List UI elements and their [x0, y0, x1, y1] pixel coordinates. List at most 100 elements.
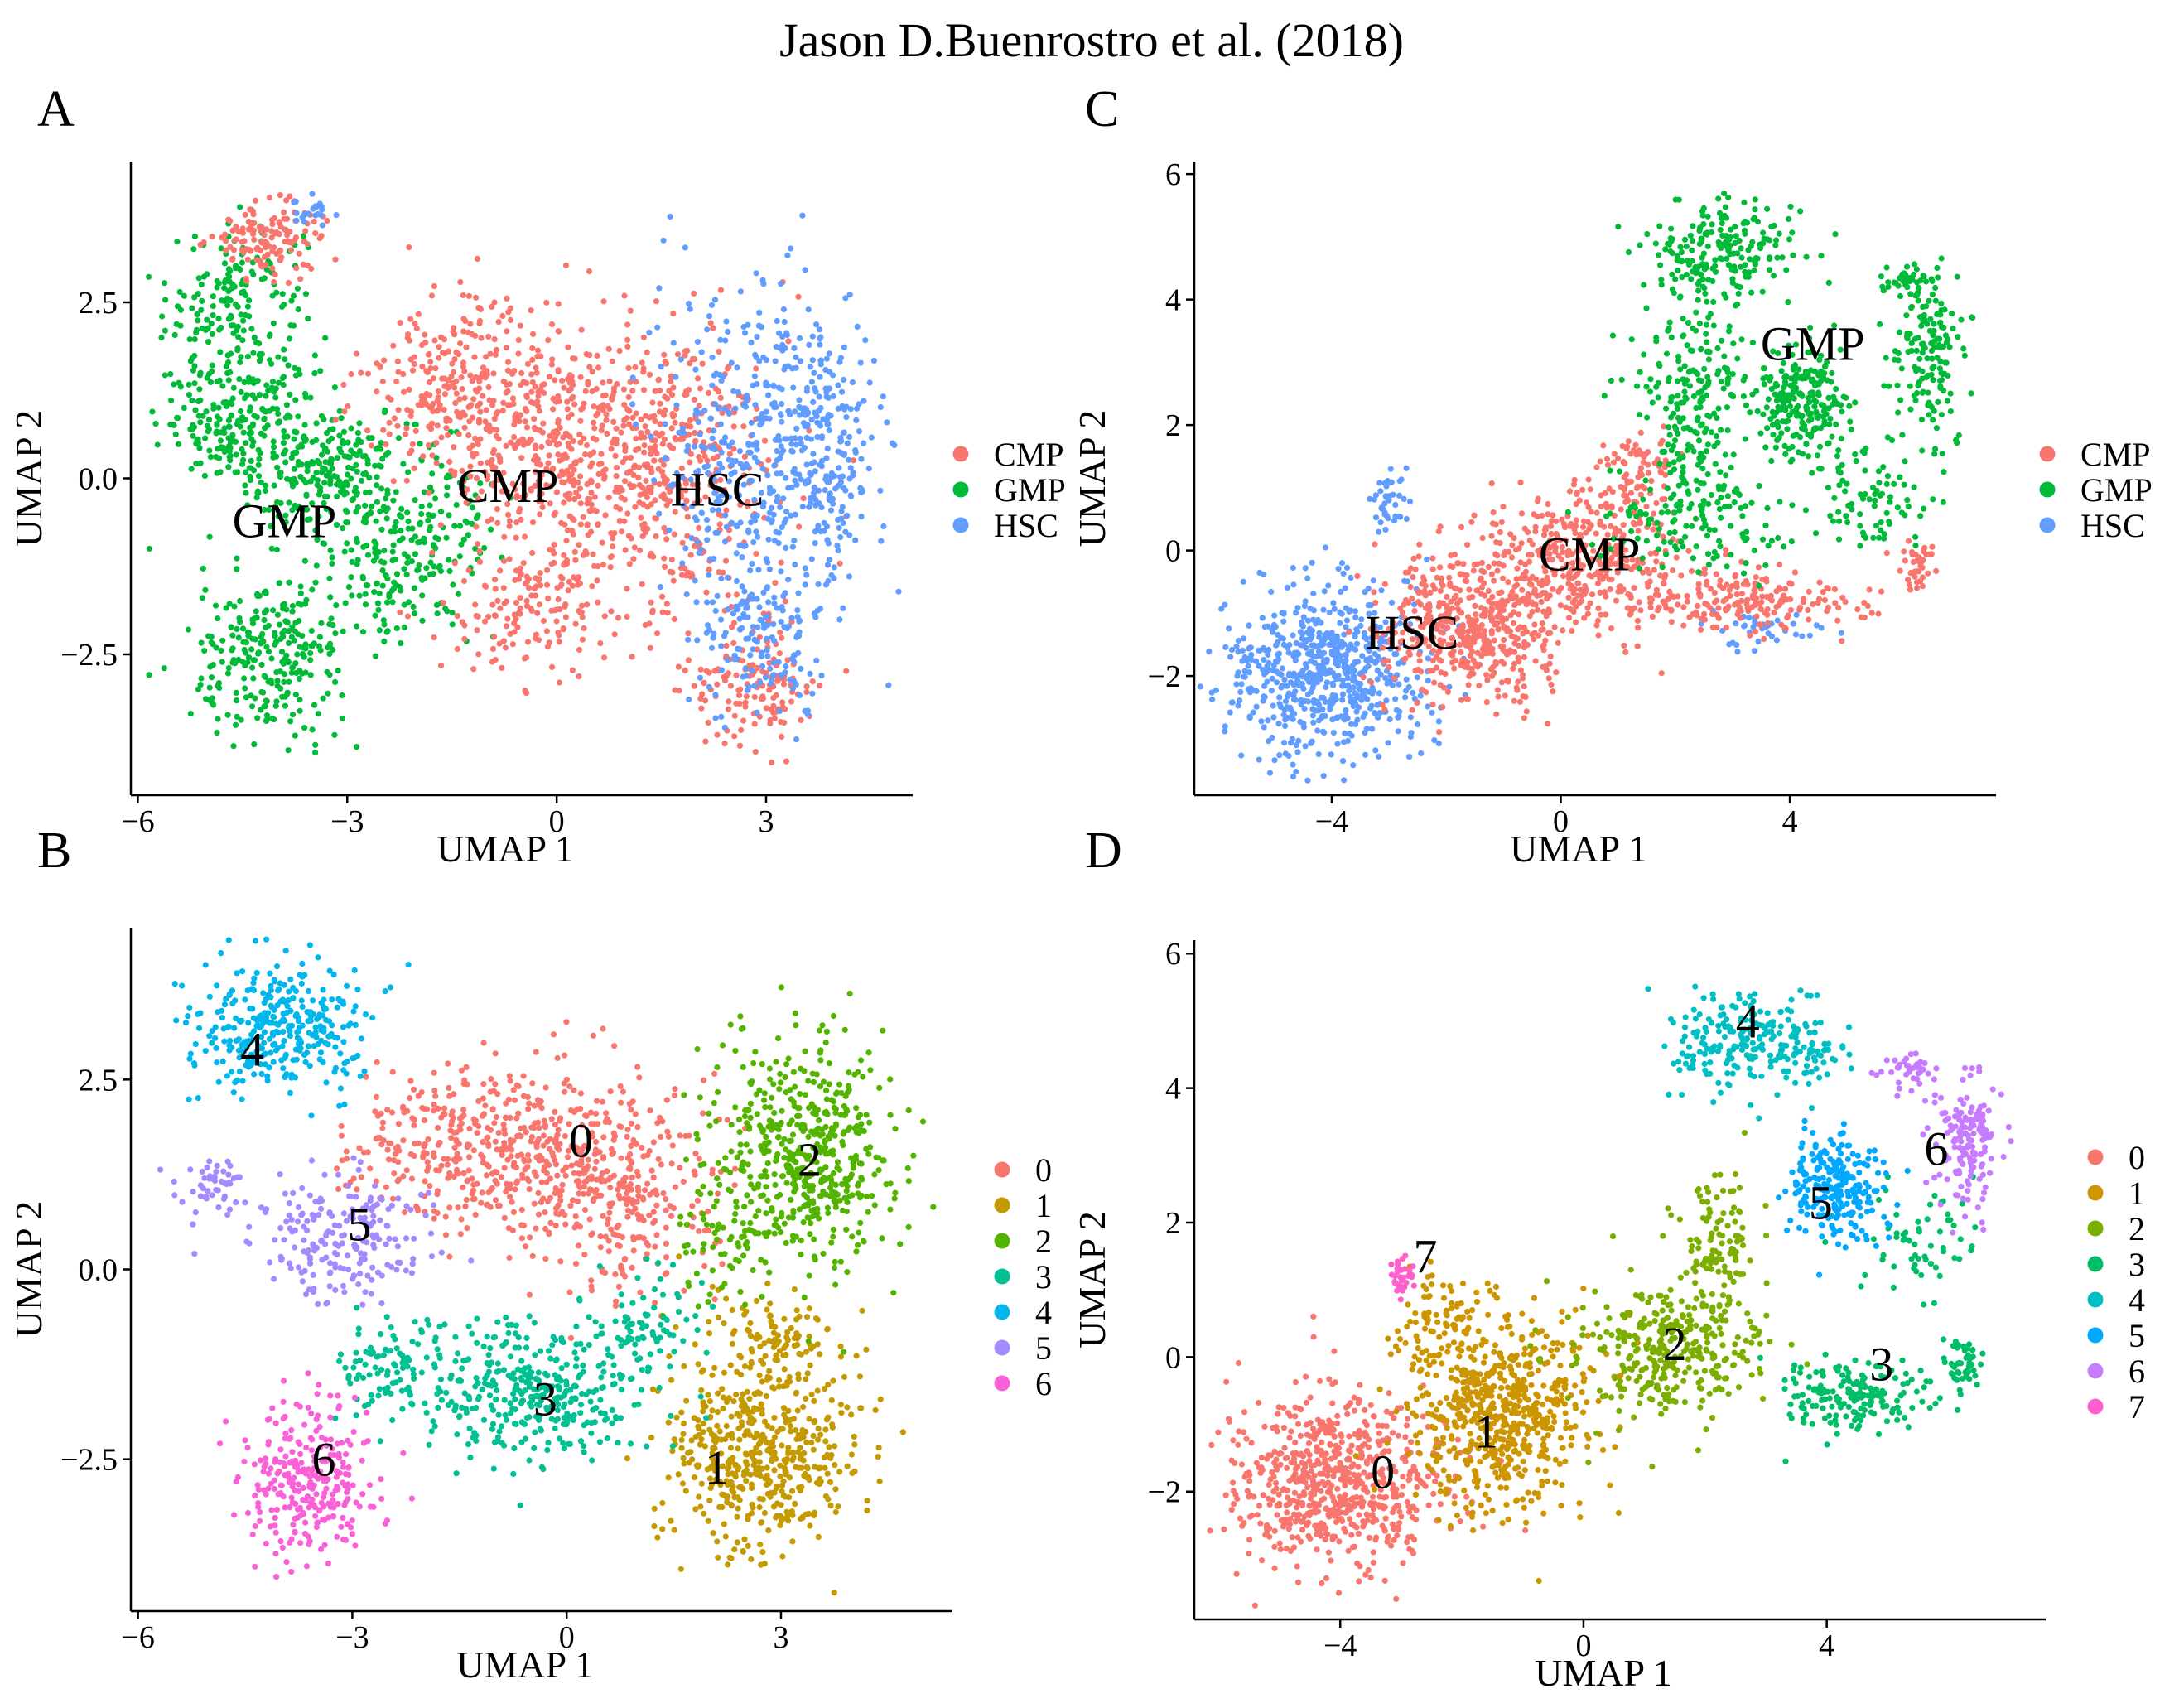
- point-GMP: [197, 419, 204, 426]
- point-HSC: [1765, 630, 1772, 637]
- point-CMP: [1499, 597, 1506, 604]
- point-CMP: [533, 631, 540, 638]
- point-GMP: [191, 294, 198, 301]
- point-GMP: [321, 416, 327, 422]
- point-CMP: [1476, 682, 1483, 689]
- point-CMP: [302, 228, 309, 234]
- point-CMP: [1545, 721, 1551, 727]
- point-GMP: [269, 292, 276, 299]
- point-GMP: [190, 422, 196, 428]
- point-HSC: [817, 335, 823, 342]
- point-CMP: [411, 360, 417, 368]
- point-HSC: [818, 673, 825, 679]
- point-HSC: [1293, 639, 1299, 647]
- point-CMP: [1653, 558, 1660, 565]
- point-HSC: [1275, 650, 1282, 657]
- point-CMP: [697, 666, 704, 673]
- point-GMP: [217, 349, 224, 355]
- point-CMP: [602, 512, 609, 519]
- point-GMP: [261, 616, 268, 624]
- point-GMP: [194, 437, 200, 444]
- point-GMP: [275, 354, 282, 360]
- point-GMP: [237, 204, 243, 210]
- point-GMP: [404, 553, 412, 561]
- point-HSC: [769, 634, 775, 641]
- point-GMP: [261, 589, 268, 596]
- point-HSC: [774, 494, 781, 500]
- point-GMP: [469, 520, 475, 528]
- point-CMP: [705, 719, 711, 726]
- point-HSC: [1358, 616, 1365, 623]
- point-GMP: [374, 581, 380, 587]
- point-CMP: [1542, 637, 1549, 644]
- point-GMP: [261, 415, 268, 422]
- point-GMP: [235, 334, 242, 340]
- point-HSC: [731, 656, 738, 663]
- point-CMP: [492, 612, 499, 620]
- point-HSC: [837, 533, 844, 541]
- point-HSC: [1320, 773, 1327, 779]
- point-CMP: [578, 602, 586, 609]
- point-HSC: [749, 630, 755, 637]
- point-CMP: [1570, 608, 1577, 615]
- point-HSC: [878, 538, 885, 544]
- point-GMP: [229, 395, 236, 402]
- point-GMP: [249, 664, 256, 671]
- point-HSC: [1229, 699, 1236, 706]
- point-HSC: [681, 429, 687, 437]
- point-HSC: [1268, 588, 1275, 596]
- point-HSC: [1247, 644, 1254, 651]
- point-CMP: [394, 422, 401, 429]
- point-CMP: [551, 541, 557, 548]
- point-GMP: [410, 603, 417, 610]
- point-HSC: [736, 615, 743, 622]
- point-CMP: [1494, 567, 1501, 574]
- point-CMP: [576, 485, 584, 492]
- point-HSC: [792, 511, 799, 518]
- point-CMP: [771, 715, 778, 722]
- point-CMP: [562, 262, 570, 268]
- point-HSC: [1407, 714, 1414, 721]
- point-CMP: [1540, 608, 1547, 615]
- point-CMP: [500, 638, 508, 644]
- point-HSC: [780, 593, 787, 600]
- point-GMP: [230, 657, 237, 663]
- point-CMP: [1368, 679, 1375, 686]
- point-GMP: [280, 634, 287, 640]
- point-GMP: [301, 422, 308, 428]
- point-GMP: [475, 512, 481, 519]
- point-GMP: [275, 410, 282, 417]
- point-CMP: [580, 514, 586, 520]
- point-HSC: [1410, 689, 1416, 697]
- point-CMP: [565, 441, 571, 447]
- point-CMP: [1517, 479, 1524, 486]
- point-GMP: [235, 656, 242, 663]
- point-HSC: [763, 635, 770, 642]
- point-CMP: [540, 420, 547, 427]
- point-CMP: [1490, 663, 1497, 671]
- point-CMP: [358, 369, 364, 376]
- point-CMP: [406, 244, 412, 251]
- point-GMP: [458, 541, 465, 548]
- point-CMP: [733, 591, 740, 598]
- point-HSC: [1734, 649, 1741, 655]
- point-HSC: [1238, 752, 1245, 759]
- point-CMP: [563, 538, 570, 544]
- point-HSC: [842, 295, 849, 302]
- point-CMP: [411, 354, 417, 360]
- point-CMP: [490, 398, 497, 404]
- point-CMP: [251, 236, 258, 243]
- point-GMP: [354, 452, 360, 459]
- point-CMP: [476, 320, 483, 326]
- point-CMP: [1509, 595, 1516, 602]
- point-GMP: [238, 354, 244, 360]
- point-CMP: [529, 549, 536, 557]
- point-HSC: [1349, 663, 1356, 669]
- point-GMP: [210, 312, 216, 319]
- point-CMP: [515, 438, 523, 445]
- point-CMP: [629, 484, 635, 490]
- point-HSC: [778, 618, 784, 625]
- point-CMP: [613, 425, 620, 432]
- point-GMP: [234, 303, 241, 310]
- point-HSC: [824, 562, 832, 568]
